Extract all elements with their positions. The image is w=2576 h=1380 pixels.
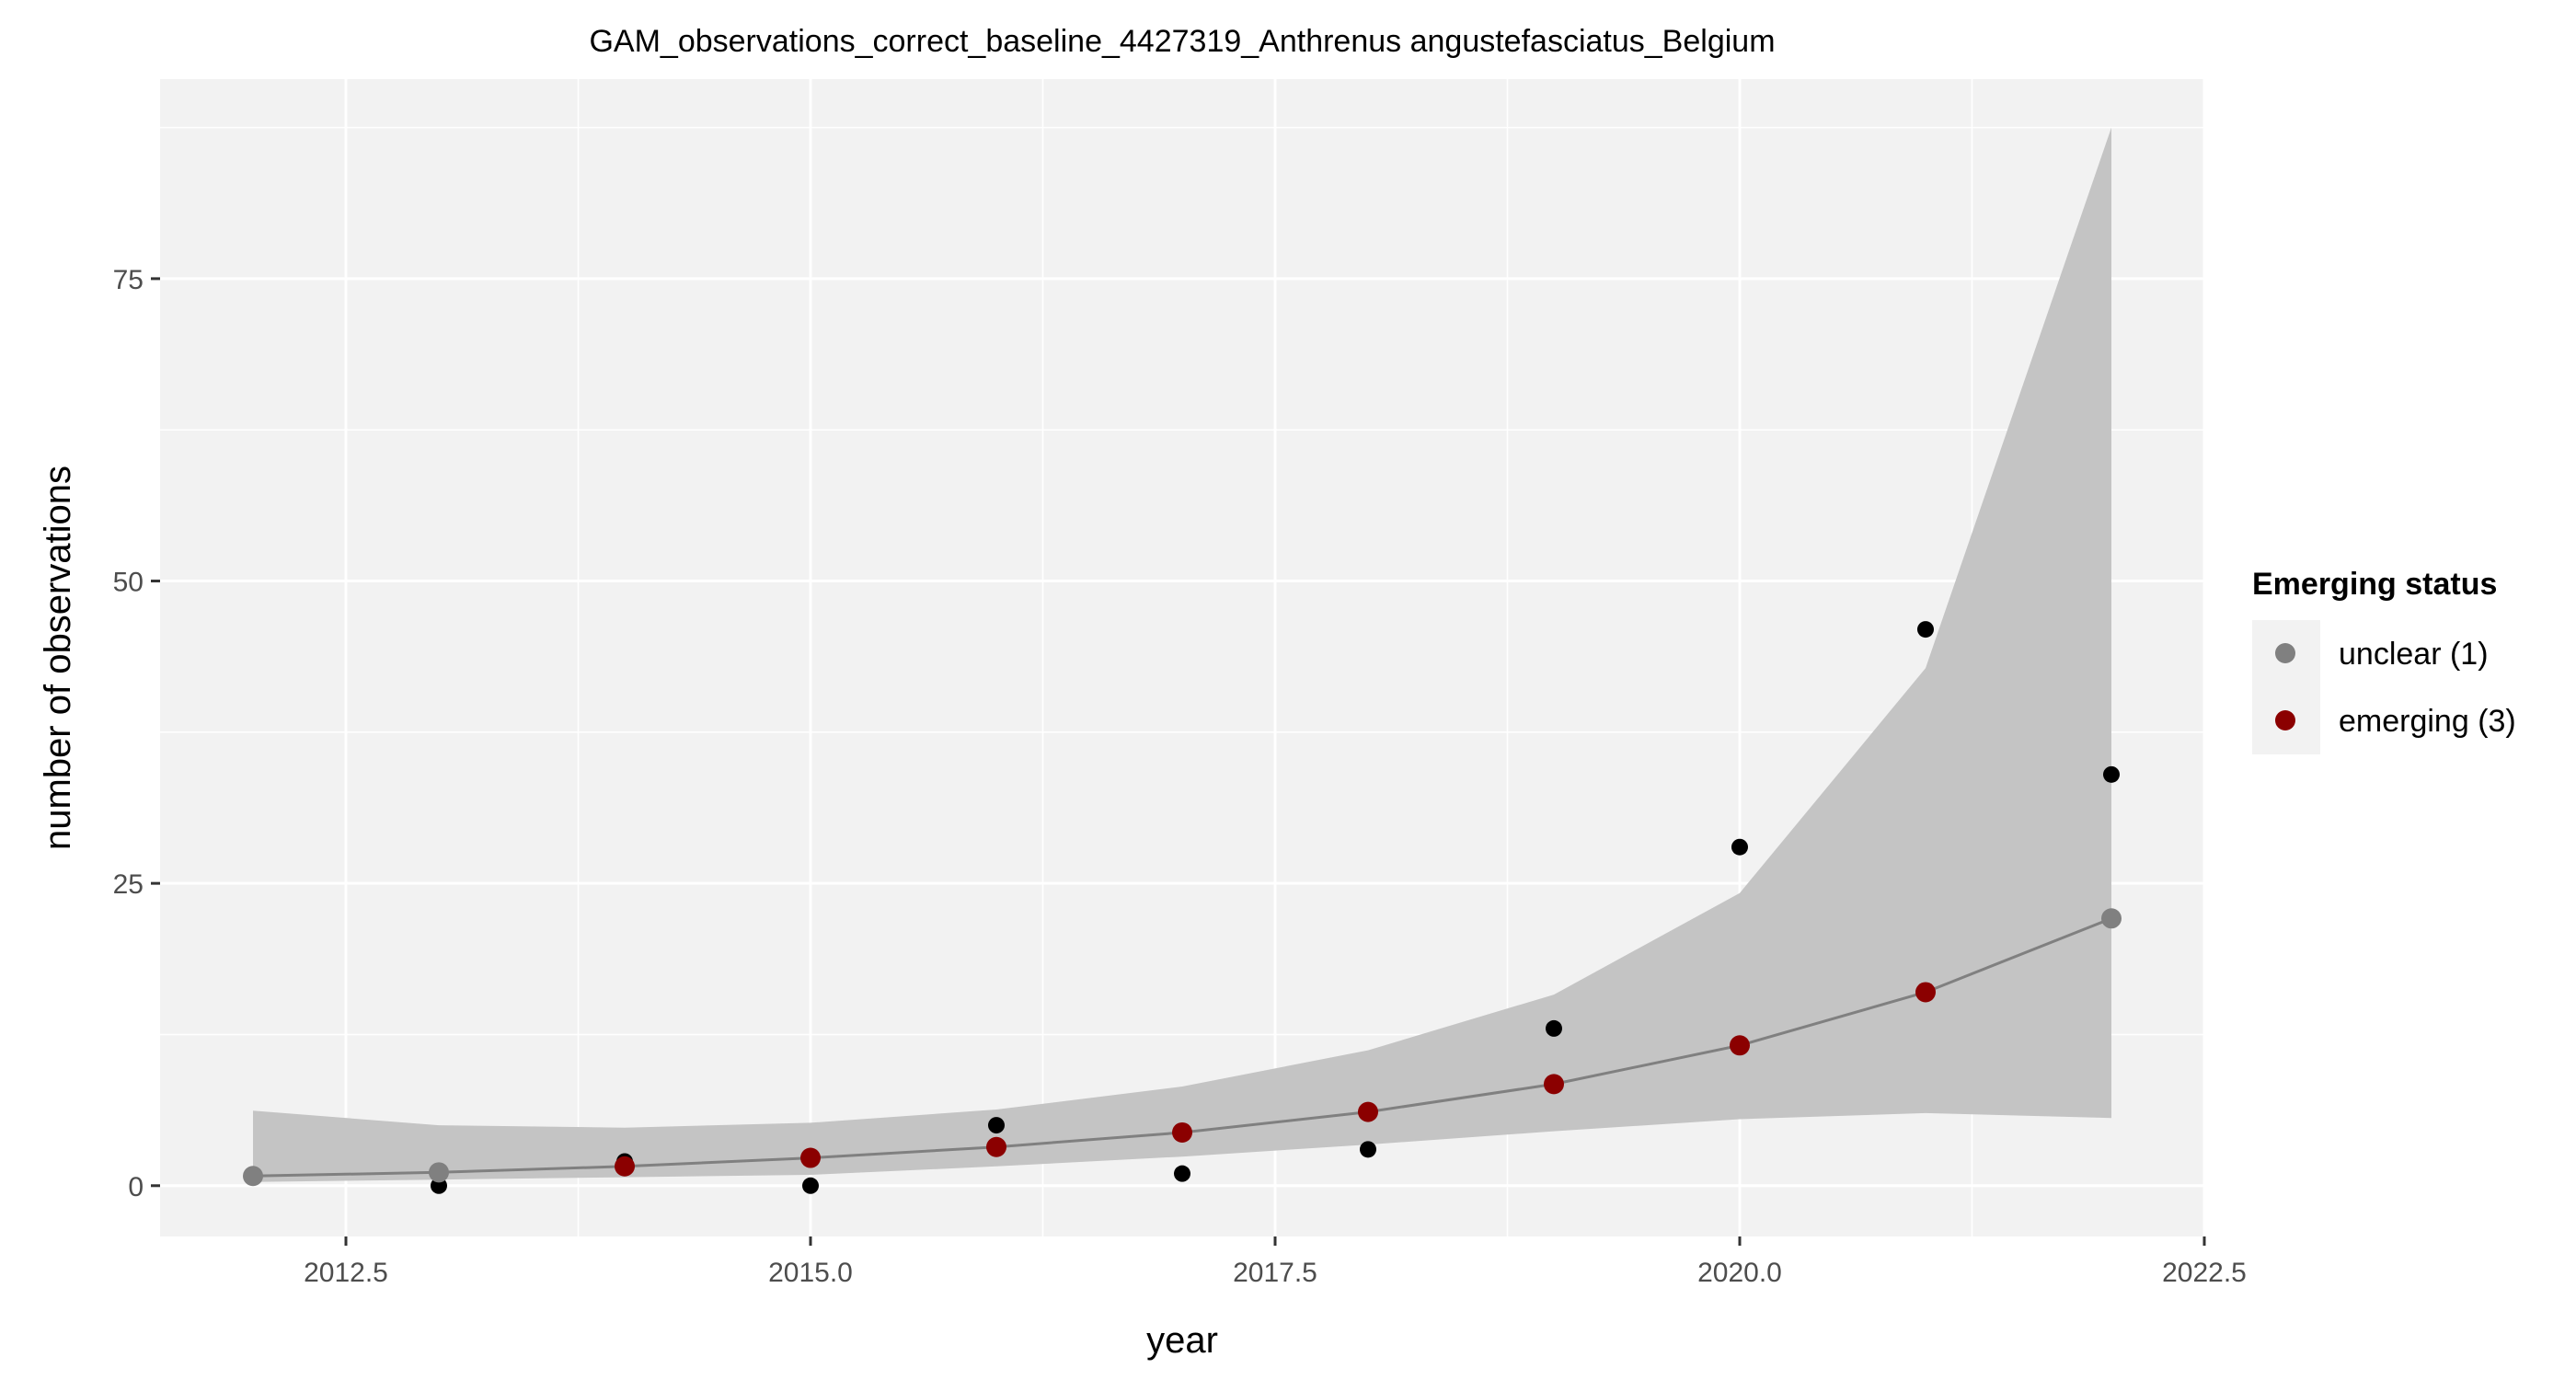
fitted-point	[2101, 908, 2122, 929]
legend-label-unclear: unclear (1)	[2339, 637, 2489, 672]
observed-point	[2103, 765, 2120, 783]
fitted-point	[243, 1166, 263, 1187]
legend-label-emerging: emerging (3)	[2339, 704, 2516, 739]
x-tick-label: 2015.0	[768, 1258, 853, 1288]
x-tick-label: 2022.5	[2162, 1258, 2247, 1288]
x-tick-label: 2012.5	[304, 1258, 388, 1288]
fitted-point	[1358, 1101, 1378, 1122]
y-tick-label: 50	[113, 568, 144, 598]
observed-point	[1360, 1141, 1376, 1158]
fitted-point	[429, 1162, 449, 1183]
legend-key-unclear	[2275, 643, 2295, 663]
fitted-point	[986, 1136, 1006, 1157]
chart-title: GAM_observations_correct_baseline_442731…	[589, 24, 1775, 59]
fitted-point	[1730, 1035, 1750, 1056]
observed-point	[988, 1117, 1005, 1134]
y-tick-label: 0	[128, 1172, 144, 1202]
legend-key-background	[2252, 620, 2320, 754]
fitted-point	[1915, 982, 1936, 1003]
fitted-points	[243, 908, 2122, 1187]
legend: Emerging status unclear (1) emerging (3)	[2252, 567, 2516, 754]
x-axis-title: year	[1146, 1320, 1218, 1361]
fitted-point	[800, 1147, 821, 1168]
grid-minor	[160, 79, 2204, 1236]
observed-point	[802, 1177, 819, 1194]
fitted-point	[1544, 1074, 1564, 1095]
y-axis-ticks: 0 25 50 75	[113, 265, 160, 1202]
fitted-point	[1172, 1121, 1192, 1143]
legend-title: Emerging status	[2252, 567, 2497, 602]
fitted-point	[615, 1156, 635, 1177]
x-axis-ticks: 2012.5 2015.0 2017.5 2020.0 2022.5	[304, 1236, 2247, 1288]
observed-point	[1917, 621, 1934, 638]
legend-key-emerging	[2275, 710, 2295, 730]
observed-point	[1174, 1165, 1190, 1182]
y-tick-label: 25	[113, 869, 144, 900]
confidence-band	[253, 127, 2111, 1182]
x-tick-label: 2020.0	[1697, 1258, 1782, 1288]
observed-point	[1731, 838, 1748, 856]
y-axis-title: number of observations	[38, 466, 78, 850]
observed-point	[1546, 1019, 1562, 1037]
grid-major	[160, 79, 2206, 1236]
y-tick-label: 75	[113, 265, 144, 295]
x-tick-label: 2017.5	[1233, 1258, 1317, 1288]
